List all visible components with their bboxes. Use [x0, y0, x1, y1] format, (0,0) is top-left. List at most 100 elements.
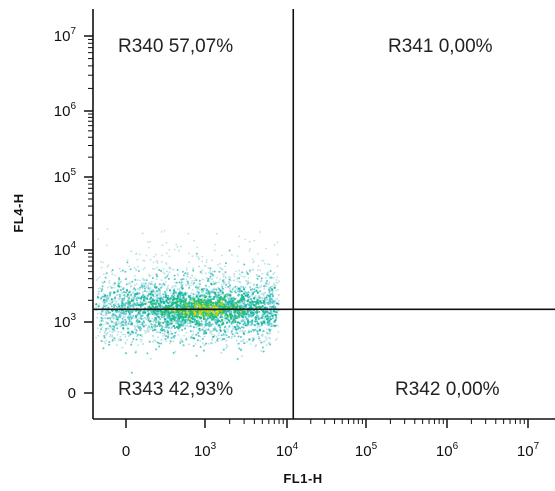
scatter-point	[146, 314, 149, 317]
scatter-point	[102, 314, 105, 317]
scatter-point	[108, 341, 111, 343]
scatter-point	[266, 306, 268, 309]
scatter-point	[223, 281, 226, 284]
scatter-point	[233, 326, 236, 329]
scatter-point	[252, 314, 255, 317]
scatter-point	[129, 307, 132, 309]
scatter-point	[116, 318, 119, 321]
scatter-point	[148, 246, 150, 249]
scatter-point	[133, 287, 136, 290]
scatter-point	[156, 325, 158, 328]
scatter-point	[166, 286, 169, 289]
scatter-point	[111, 301, 114, 304]
scatter-point	[112, 313, 115, 316]
scatter-point	[128, 281, 131, 284]
scatter-point	[264, 340, 266, 343]
scatter-point	[160, 279, 163, 281]
scatter-point	[166, 296, 169, 300]
scatter-point	[136, 299, 138, 302]
scatter-point	[225, 313, 228, 317]
scatter-point	[100, 340, 103, 342]
scatter-point	[193, 239, 196, 242]
scatter-point	[243, 342, 246, 345]
scatter-point	[241, 275, 243, 278]
scatter-point	[202, 349, 205, 352]
scatter-point	[220, 339, 223, 342]
scatter-point	[162, 321, 165, 324]
scatter-point	[238, 322, 241, 325]
scatter-point	[118, 298, 120, 301]
scatter-point	[101, 288, 104, 291]
scatter-point	[261, 334, 264, 336]
scatter-point	[108, 281, 110, 284]
scatter-point	[104, 294, 107, 297]
scatter-point	[263, 262, 266, 265]
scatter-point	[228, 336, 231, 338]
scatter-point	[228, 286, 231, 288]
scatter-point	[124, 315, 127, 318]
scatter-point	[151, 293, 154, 296]
scatter-point	[165, 300, 168, 303]
scatter-point	[200, 298, 203, 302]
scatter-point	[270, 312, 273, 315]
scatter-point	[160, 231, 163, 233]
scatter-point	[100, 290, 103, 292]
scatter-point	[128, 291, 131, 294]
scatter-point	[135, 325, 138, 328]
scatter-point	[130, 322, 133, 325]
x-axis-title: FL1-H	[283, 471, 322, 486]
scatter-point	[195, 326, 197, 329]
x-axis-ticks: 0 103 104 105 106 107	[122, 419, 540, 460]
scatter-point	[274, 339, 277, 341]
scatter-point	[95, 336, 97, 339]
scatter-point	[131, 330, 134, 333]
scatter-point	[220, 305, 224, 308]
scatter-point	[163, 326, 166, 329]
scatter-point	[267, 271, 270, 274]
scatter-point	[143, 329, 146, 332]
scatter-point	[218, 292, 221, 295]
scatter-point	[269, 297, 272, 300]
scatter-point	[131, 340, 134, 343]
scatter-point	[245, 324, 248, 327]
scatter-point	[199, 340, 202, 342]
scatter-point	[162, 293, 165, 296]
scatter-point	[244, 286, 247, 289]
scatter-point	[272, 277, 275, 279]
scatter-point	[103, 280, 106, 283]
scatter-point	[126, 295, 129, 298]
scatter-point	[126, 259, 129, 261]
scatter-point	[161, 310, 164, 313]
scatter-point	[187, 302, 191, 305]
scatter-point	[253, 288, 256, 291]
scatter-point	[256, 314, 259, 317]
scatter-point	[152, 261, 155, 264]
scatter-point	[133, 324, 136, 327]
scatter-point	[197, 292, 200, 295]
scatter-point	[261, 272, 264, 275]
scatter-point	[260, 350, 263, 353]
scatter-point	[263, 292, 266, 294]
scatter-point	[130, 285, 133, 288]
scatter-point	[194, 277, 196, 279]
scatter-point	[124, 270, 127, 273]
scatter-point	[260, 293, 263, 295]
scatter-point	[196, 286, 199, 289]
scatter-point	[208, 277, 211, 280]
scatter-point	[156, 275, 159, 278]
scatter-point	[249, 298, 252, 301]
scatter-point	[97, 288, 100, 290]
scatter-point	[224, 300, 227, 303]
scatter-point	[145, 279, 148, 282]
scatter-point	[228, 249, 231, 252]
scatter-point	[251, 294, 254, 297]
scatter-point	[233, 298, 236, 301]
scatter-point	[113, 325, 116, 328]
scatter-point	[276, 241, 279, 244]
scatter-point	[138, 326, 141, 329]
scatter-point	[237, 280, 239, 283]
scatter-point	[250, 311, 253, 314]
scatter-point	[220, 303, 223, 306]
scatter-point	[146, 297, 149, 300]
scatter-point	[168, 323, 171, 326]
